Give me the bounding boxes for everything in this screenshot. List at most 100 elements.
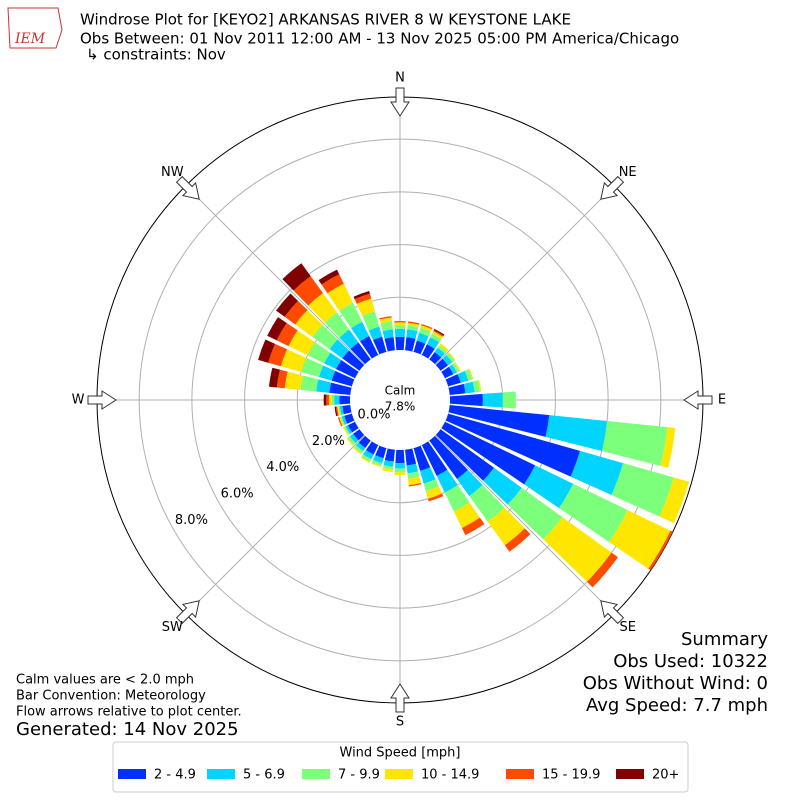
wind-bar <box>354 445 364 454</box>
wind-bar <box>343 426 349 436</box>
wind-bar <box>456 469 483 497</box>
calm-circle <box>350 350 450 450</box>
legend-label: 15 - 19.9 <box>542 768 600 783</box>
r-tick-label: 4.0% <box>266 460 299 475</box>
wind-bar <box>426 337 440 349</box>
flow-arrow <box>87 390 117 410</box>
wind-bar <box>341 415 348 425</box>
wind-bar <box>407 322 420 328</box>
wind-bar <box>570 450 624 496</box>
wind-bar <box>355 442 366 452</box>
wind-bar <box>345 425 353 435</box>
legend-label: 5 - 6.9 <box>243 768 285 783</box>
wind-bar <box>344 426 350 435</box>
wind-bar <box>407 476 421 486</box>
wind-bar <box>429 351 442 365</box>
wind-bar <box>394 321 406 323</box>
wind-bar <box>334 395 340 405</box>
flow-arrow <box>390 683 410 713</box>
wind-bar <box>394 463 406 469</box>
wind-bar <box>453 502 480 529</box>
flow-arrow <box>600 175 625 200</box>
wind-bar <box>441 421 536 485</box>
wind-bar <box>361 454 372 462</box>
wind-bar <box>609 510 671 569</box>
wind-bar <box>353 429 365 441</box>
summary-line: Obs Without Wind: 0 <box>583 673 768 694</box>
wind-bar <box>268 343 288 367</box>
wind-bar <box>586 552 618 588</box>
wind-bar <box>436 469 458 493</box>
wind-bar <box>339 405 344 415</box>
compass-label: E <box>718 393 726 408</box>
wind-bar <box>353 291 370 300</box>
r-tick-label: 0.0% <box>358 408 391 423</box>
wind-bar <box>394 468 406 473</box>
wind-bar <box>371 460 383 466</box>
wind-bar <box>433 330 444 337</box>
wind-bar <box>433 328 445 336</box>
wind-bar <box>301 357 324 378</box>
wind-bar <box>375 445 387 459</box>
r-tick-label: 6.0% <box>221 487 254 502</box>
grid <box>97 97 703 703</box>
wind-bar <box>293 276 323 306</box>
wind-bar <box>413 445 431 471</box>
wind-bar <box>448 383 466 395</box>
wind-bar <box>351 321 370 342</box>
logo-text: IEM <box>14 31 46 47</box>
wind-bar <box>383 459 394 467</box>
wind-bar <box>318 365 336 381</box>
wind-bar <box>307 342 331 364</box>
wind-bar <box>268 367 280 388</box>
wind-bar <box>368 326 383 340</box>
wind-bar <box>445 374 461 387</box>
wind-bar <box>435 429 494 481</box>
flow-arrow <box>175 600 200 625</box>
wind-bar <box>405 337 416 352</box>
wind-bar <box>416 332 429 344</box>
wind-bar <box>482 392 503 408</box>
wind-bar <box>356 298 375 316</box>
wind-bar <box>423 479 439 492</box>
wind-bar <box>382 329 394 339</box>
wind-bar <box>276 369 288 389</box>
wind-bar <box>347 436 356 445</box>
note: Bar Convention: Meteorology <box>16 689 206 704</box>
wind-bar <box>295 310 323 337</box>
wind-bar <box>502 391 516 409</box>
wind-bar <box>327 283 354 311</box>
wind-bar <box>464 369 473 381</box>
wind-bar <box>394 472 406 476</box>
legend-swatch <box>385 769 413 779</box>
wind-bar <box>559 483 628 543</box>
legend-swatch <box>302 769 330 779</box>
wind-bar <box>660 427 676 468</box>
wind-bar <box>339 416 344 426</box>
wind-bar <box>342 350 365 371</box>
wind-bar <box>407 325 419 332</box>
wind-bar <box>543 517 612 582</box>
flow-arrow <box>390 87 410 117</box>
wind-bar <box>328 394 332 406</box>
wind-bar <box>373 455 384 464</box>
legend-title: Wind Speed [mph] <box>340 746 461 761</box>
wind-bar <box>445 413 580 477</box>
wind-bar <box>442 355 453 366</box>
wind-bar <box>420 467 436 484</box>
wind-bar <box>395 336 405 351</box>
legend-swatch <box>616 769 644 779</box>
note: Calm values are < 2.0 mph <box>16 673 194 688</box>
wind-bar <box>504 528 531 552</box>
wind-bar <box>380 321 393 332</box>
logo: IEM <box>7 7 63 49</box>
wind-bar <box>648 530 673 571</box>
wind-bar <box>434 347 445 358</box>
legend-label: 10 - 14.9 <box>421 768 479 783</box>
wind-bar <box>524 465 574 509</box>
wind-bar <box>483 467 522 505</box>
wind-bar <box>358 435 371 449</box>
r-tick-label: 2.0% <box>312 434 345 449</box>
wind-bar <box>334 406 338 417</box>
